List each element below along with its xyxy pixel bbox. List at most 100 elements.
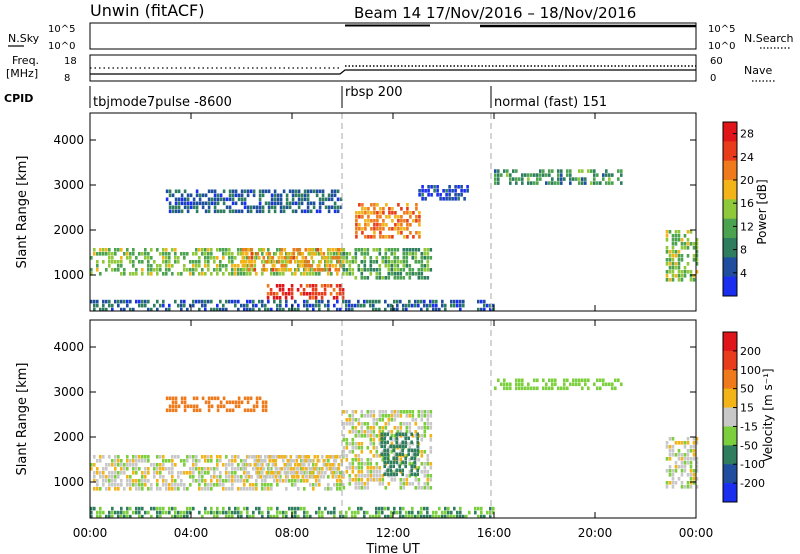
echo-cell (410, 456, 413, 461)
echo-cell (375, 299, 378, 304)
echo-cell (189, 193, 193, 198)
echo-cell (328, 264, 332, 268)
echo-cell (168, 471, 171, 475)
echo-cell (375, 474, 379, 478)
echo-cell (327, 459, 330, 463)
echo-cell (521, 386, 524, 391)
echo-cell (258, 307, 261, 312)
echo-cell (399, 268, 403, 272)
echo-cell (159, 471, 162, 475)
echo-cell (219, 455, 222, 459)
echo-cell (189, 268, 192, 272)
echo-cell (102, 455, 105, 459)
echo-cell (548, 386, 551, 391)
echo-cell (348, 303, 351, 308)
echo-cell (240, 475, 243, 479)
echo-cell (426, 303, 429, 308)
echo-cell (129, 514, 132, 519)
echo-cell (294, 201, 298, 206)
echo-cell (401, 440, 404, 445)
echo-cell (249, 248, 252, 252)
echo-cell (395, 444, 398, 449)
echo-cell (276, 467, 279, 471)
echo-cell (357, 462, 361, 466)
echo-cell (210, 252, 213, 256)
echo-cell (168, 209, 172, 214)
echo-cell (671, 266, 675, 270)
echo-cell (213, 514, 216, 519)
echo-cell (426, 252, 430, 256)
echo-cell (126, 256, 129, 260)
echo-cell (297, 471, 300, 475)
echo-cell (393, 248, 397, 252)
echo-cell (261, 487, 264, 491)
echo-cell (554, 382, 557, 387)
echo-cell (117, 303, 120, 308)
echo-cell (551, 386, 554, 391)
echo-cell (183, 510, 186, 515)
echo-cell (165, 510, 168, 515)
echo-cell (686, 461, 690, 465)
echo-cell (384, 264, 388, 268)
echo-cell (309, 272, 312, 276)
echo-cell (264, 475, 267, 479)
echo-cell (417, 248, 421, 252)
echo-cell (680, 238, 684, 242)
echo-cell (386, 440, 389, 445)
echo-cell (201, 248, 204, 252)
echo-cell (123, 514, 126, 519)
echo-cell (355, 223, 358, 227)
echo-cell (228, 189, 232, 194)
echo-cell (243, 487, 246, 491)
echo-cell (351, 256, 355, 260)
echo-cell (207, 197, 211, 202)
echo-cell (569, 173, 572, 177)
y-tick-label: 4000 (53, 133, 84, 147)
echo-cell (195, 201, 199, 206)
echo-cell (231, 268, 234, 272)
echo-cell (360, 506, 363, 511)
echo-cell (333, 252, 336, 256)
echo-cell (408, 248, 412, 252)
echo-cell (180, 272, 183, 276)
echo-cell (318, 268, 321, 272)
echo-cell (216, 256, 219, 260)
echo-cell (319, 248, 323, 252)
echo-cell (240, 510, 243, 515)
echo-cell (426, 478, 430, 482)
echo-cell (692, 445, 696, 449)
echo-cell (396, 256, 400, 260)
echo-cell (252, 303, 255, 308)
echo-cell (379, 211, 382, 215)
echo-cell (396, 248, 400, 252)
echo-cell (99, 514, 102, 519)
echo-cell (345, 307, 348, 312)
echo-cell (402, 486, 406, 490)
echo-cell (325, 260, 329, 264)
echo-cell (294, 272, 297, 276)
echo-cell (450, 299, 453, 304)
colorbar-segment (723, 369, 737, 389)
echo-cell (294, 514, 297, 519)
echo-cell (372, 474, 376, 478)
echo-cell (210, 455, 213, 459)
echo-cell (336, 479, 339, 483)
echo-cell (402, 410, 406, 414)
echo-cell (313, 455, 317, 459)
echo-cell (683, 465, 687, 469)
echo-cell (375, 514, 378, 519)
echo-cell (671, 469, 675, 473)
echo-cell (132, 471, 135, 475)
echo-cell (315, 189, 319, 194)
echo-cell (105, 299, 108, 304)
echo-cell (126, 299, 129, 304)
echo-cell (207, 189, 211, 194)
echo-cell (174, 260, 177, 264)
echo-cell (216, 307, 219, 312)
echo-cell (423, 462, 427, 466)
y-tick-label: 2000 (53, 223, 84, 237)
echo-cell (671, 485, 675, 489)
colorbar-tick-label: 12 (740, 220, 754, 233)
echo-cell (273, 479, 276, 483)
